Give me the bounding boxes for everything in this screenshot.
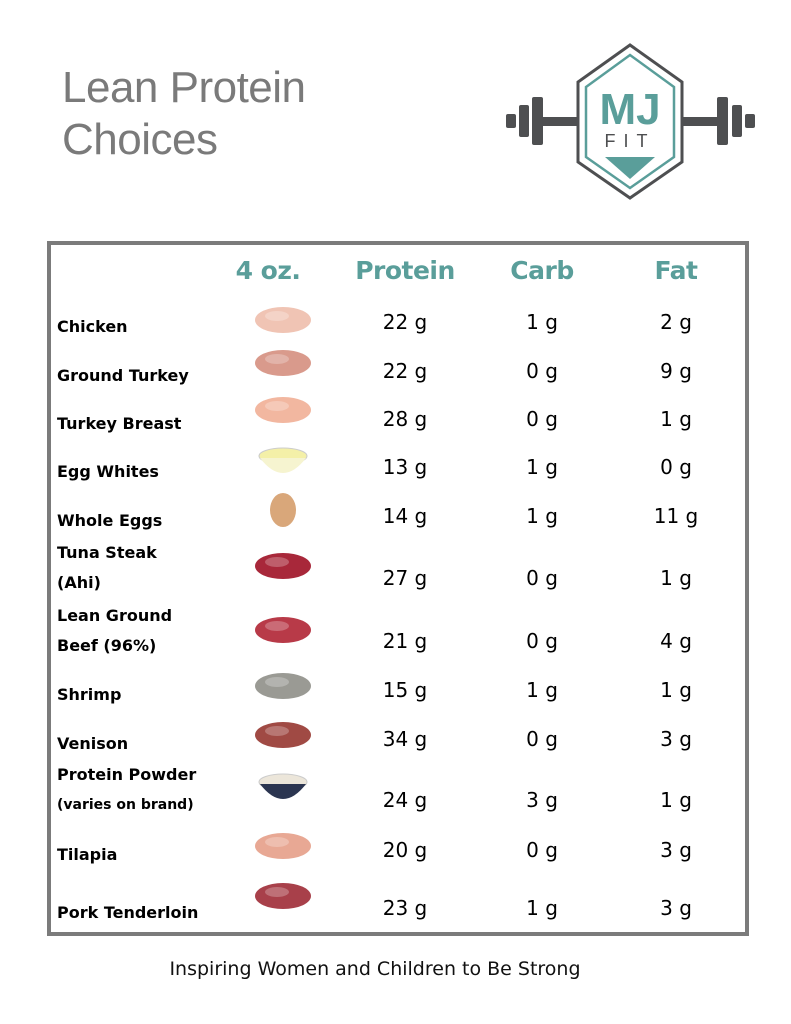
food-name-line-1: Shrimp xyxy=(57,685,122,704)
pork-tenderloin-icon xyxy=(251,876,315,920)
food-name-line-1: Tilapia xyxy=(57,845,118,864)
protein-value: 21 g xyxy=(382,629,428,653)
food-name: Egg Whites xyxy=(57,457,159,487)
food-name-line-1: Tuna Steak xyxy=(57,543,157,562)
svg-text:FIT: FIT xyxy=(605,131,656,151)
food-name-line-1: Venison xyxy=(57,734,129,753)
food-name-line-1: Lean Ground xyxy=(57,606,173,625)
protein-value: 15 g xyxy=(382,678,428,702)
food-name: Protein Powder (varies on brand) xyxy=(57,760,196,820)
food-name-line-1: Protein Powder xyxy=(57,765,197,784)
protein-value: 20 g xyxy=(382,838,428,862)
ground-beef-icon xyxy=(251,610,315,654)
carb-value: 0 g xyxy=(526,629,558,653)
fat-value: 3 g xyxy=(660,727,692,751)
protein-value: 28 g xyxy=(382,407,428,431)
food-name-line-2: (varies on brand) xyxy=(57,797,194,813)
food-name-line-1: Turkey Breast xyxy=(57,414,182,433)
fat-value: 3 g xyxy=(660,838,692,862)
carb-value: 0 g xyxy=(526,838,558,862)
food-name: Pork Tenderloin xyxy=(57,898,198,928)
food-name: Venison xyxy=(57,729,128,759)
carb-value: 0 g xyxy=(526,566,558,590)
header-serving: 4 oz. xyxy=(235,256,301,285)
fat-value: 4 g xyxy=(660,629,692,653)
fat-value: 11 g xyxy=(653,504,699,528)
fat-value: 2 g xyxy=(660,310,692,334)
food-name: Chicken xyxy=(57,312,128,342)
title-line-1: Lean Protein xyxy=(62,63,306,112)
protein-powder-icon xyxy=(256,768,310,812)
food-name: Turkey Breast xyxy=(57,409,181,439)
food-name-line-1: Chicken xyxy=(57,317,128,336)
food-name-line-1: Egg Whites xyxy=(57,462,159,481)
food-name: Shrimp xyxy=(57,680,121,710)
food-name-line-2: (Ahi) xyxy=(57,573,101,592)
protein-value: 22 g xyxy=(382,310,428,334)
carb-value: 1 g xyxy=(526,896,558,920)
protein-value: 23 g xyxy=(382,896,428,920)
shrimp-icon xyxy=(251,666,315,710)
nutrition-table xyxy=(47,241,749,936)
header-protein: Protein xyxy=(355,256,455,285)
fat-value: 1 g xyxy=(660,678,692,702)
food-name: Tuna Steak (Ahi) xyxy=(57,538,157,598)
tilapia-icon xyxy=(251,826,315,870)
protein-value: 13 g xyxy=(382,455,428,479)
protein-value: 34 g xyxy=(382,727,428,751)
protein-value: 22 g xyxy=(382,359,428,383)
carb-value: 3 g xyxy=(526,788,558,812)
carb-value: 0 g xyxy=(526,727,558,751)
chicken-breast-icon xyxy=(251,300,315,344)
food-name-line-1: Pork Tenderloin xyxy=(57,903,199,922)
protein-value: 27 g xyxy=(382,566,428,590)
ground-turkey-icon xyxy=(251,343,315,387)
fat-value: 0 g xyxy=(660,455,692,479)
fat-value: 9 g xyxy=(660,359,692,383)
fat-value: 3 g xyxy=(660,896,692,920)
food-name: Tilapia xyxy=(57,840,117,870)
protein-value: 24 g xyxy=(382,788,428,812)
fat-value: 1 g xyxy=(660,566,692,590)
turkey-breast-icon xyxy=(251,390,315,434)
carb-value: 1 g xyxy=(526,678,558,702)
food-name-line-2: Beef (96%) xyxy=(57,636,157,655)
carb-value: 1 g xyxy=(526,504,558,528)
fat-value: 1 g xyxy=(660,788,692,812)
title-line-2: Choices xyxy=(62,115,218,164)
protein-value: 14 g xyxy=(382,504,428,528)
carb-value: 1 g xyxy=(526,455,558,479)
food-name: Whole Eggs xyxy=(57,506,162,536)
venison-icon xyxy=(251,715,315,759)
food-name: Ground Turkey xyxy=(57,361,189,391)
fat-value: 1 g xyxy=(660,407,692,431)
mj-fit-logo: MJ FIT xyxy=(506,43,755,200)
header-carb: Carb xyxy=(510,256,574,285)
footer-tagline: Inspiring Women and Children to Be Stron… xyxy=(169,958,581,980)
carb-value: 0 g xyxy=(526,407,558,431)
carb-value: 0 g xyxy=(526,359,558,383)
food-name-line-1: Whole Eggs xyxy=(57,511,163,530)
page-title: Lean Protein Choices xyxy=(62,62,306,166)
egg-whites-icon xyxy=(256,442,310,486)
tuna-steak-icon xyxy=(251,546,315,590)
food-name-line-1: Ground Turkey xyxy=(57,366,189,385)
svg-text:MJ: MJ xyxy=(599,85,660,134)
carb-value: 1 g xyxy=(526,310,558,334)
food-name: Lean Ground Beef (96%) xyxy=(57,601,172,661)
header-fat: Fat xyxy=(654,256,698,285)
egg-icon xyxy=(268,491,298,533)
